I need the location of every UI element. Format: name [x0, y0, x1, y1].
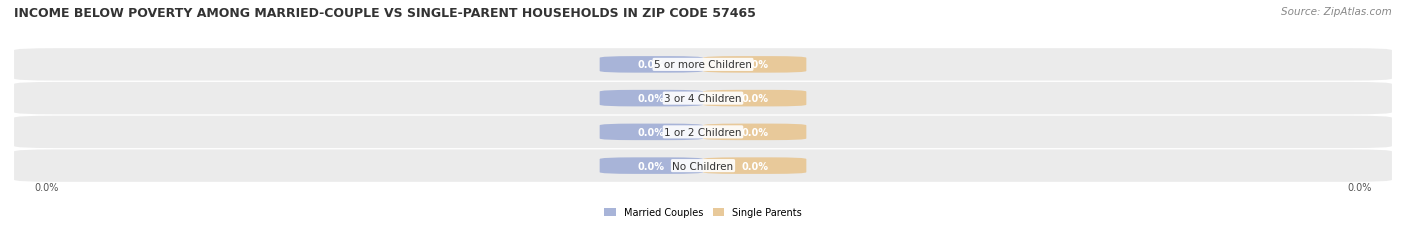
Text: 0.0%: 0.0%: [638, 94, 665, 104]
Text: No Children: No Children: [672, 161, 734, 171]
FancyBboxPatch shape: [703, 91, 807, 107]
FancyBboxPatch shape: [14, 82, 1392, 115]
Text: 0.0%: 0.0%: [638, 60, 665, 70]
FancyBboxPatch shape: [599, 124, 703, 140]
FancyBboxPatch shape: [599, 158, 703, 174]
FancyBboxPatch shape: [703, 124, 807, 140]
Text: 0.0%: 0.0%: [741, 94, 768, 104]
Text: 1 or 2 Children: 1 or 2 Children: [664, 127, 742, 137]
Text: INCOME BELOW POVERTY AMONG MARRIED-COUPLE VS SINGLE-PARENT HOUSEHOLDS IN ZIP COD: INCOME BELOW POVERTY AMONG MARRIED-COUPL…: [14, 7, 756, 20]
FancyBboxPatch shape: [14, 49, 1392, 81]
Text: 0.0%: 0.0%: [638, 161, 665, 171]
Text: 5 or more Children: 5 or more Children: [654, 60, 752, 70]
Legend: Married Couples, Single Parents: Married Couples, Single Parents: [605, 207, 801, 217]
FancyBboxPatch shape: [599, 57, 703, 73]
Text: 0.0%: 0.0%: [35, 182, 59, 192]
Text: 0.0%: 0.0%: [741, 60, 768, 70]
FancyBboxPatch shape: [14, 116, 1392, 149]
Text: 0.0%: 0.0%: [741, 127, 768, 137]
FancyBboxPatch shape: [703, 57, 807, 73]
Text: 3 or 4 Children: 3 or 4 Children: [664, 94, 742, 104]
Text: Source: ZipAtlas.com: Source: ZipAtlas.com: [1281, 7, 1392, 17]
Text: 0.0%: 0.0%: [1347, 182, 1371, 192]
Text: 0.0%: 0.0%: [638, 127, 665, 137]
Text: 0.0%: 0.0%: [741, 161, 768, 171]
FancyBboxPatch shape: [599, 91, 703, 107]
FancyBboxPatch shape: [703, 158, 807, 174]
FancyBboxPatch shape: [14, 150, 1392, 182]
